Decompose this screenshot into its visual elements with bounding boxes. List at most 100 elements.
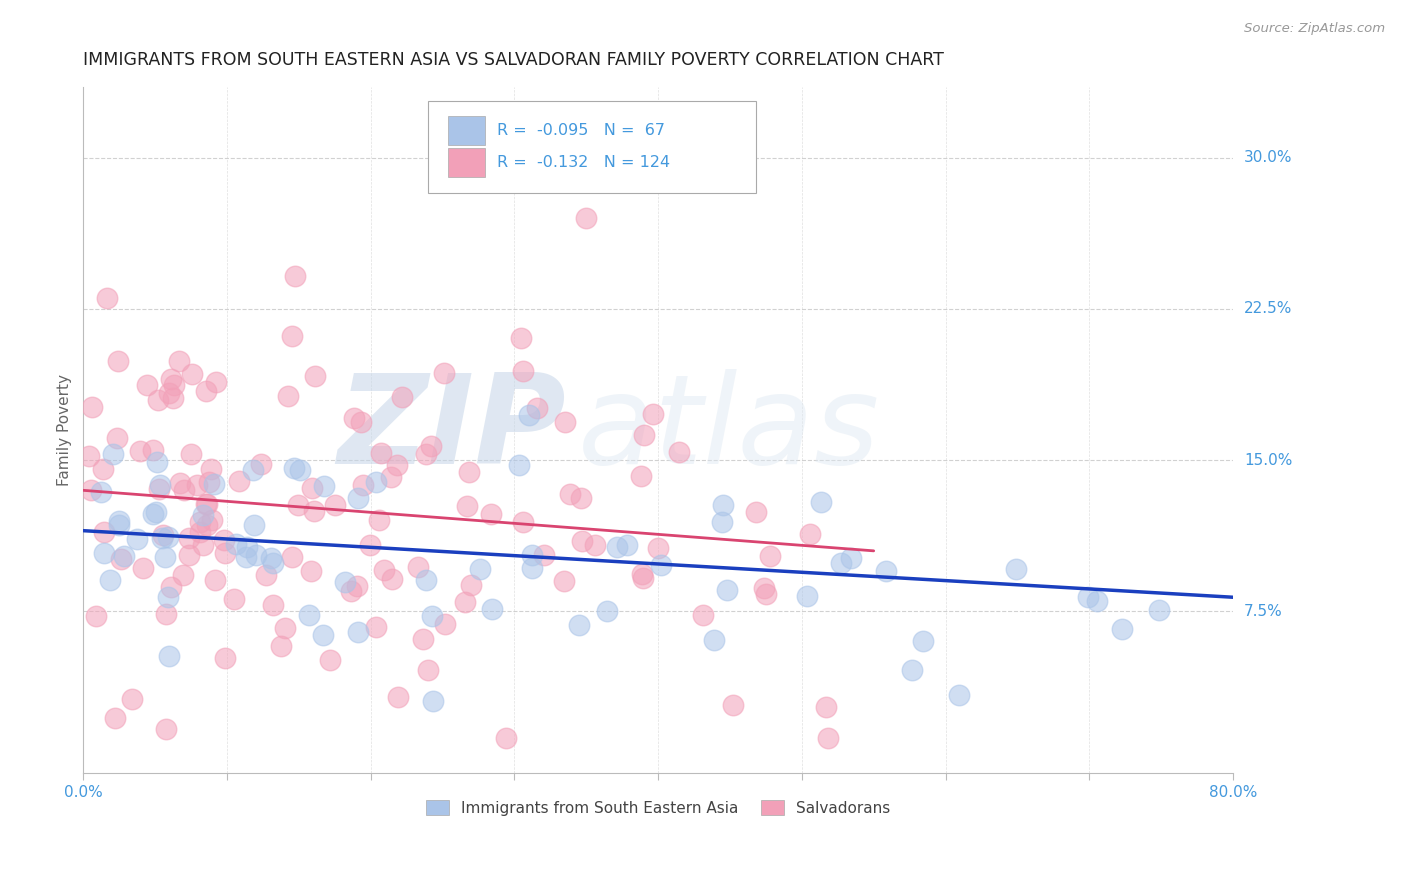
Point bbox=[228, 474, 250, 488]
Point bbox=[815, 700, 838, 714]
Point bbox=[150, 532, 173, 546]
Point bbox=[159, 372, 181, 386]
Point bbox=[456, 500, 478, 514]
Point bbox=[172, 567, 194, 582]
Point bbox=[249, 457, 271, 471]
Point bbox=[136, 378, 159, 392]
Point bbox=[80, 483, 103, 498]
Point bbox=[214, 533, 236, 548]
Point bbox=[1147, 603, 1170, 617]
Point bbox=[299, 565, 322, 579]
Text: R =  -0.132   N = 124: R = -0.132 N = 124 bbox=[498, 155, 671, 169]
Point bbox=[692, 607, 714, 622]
Point bbox=[107, 353, 129, 368]
Point bbox=[283, 461, 305, 475]
Bar bbox=[447, 148, 485, 177]
Text: Source: ZipAtlas.com: Source: ZipAtlas.com bbox=[1244, 22, 1385, 36]
Text: R =  -0.095   N =  67: R = -0.095 N = 67 bbox=[498, 122, 665, 137]
Point bbox=[301, 481, 323, 495]
Point bbox=[96, 291, 118, 305]
Point bbox=[110, 552, 132, 566]
Point bbox=[416, 663, 439, 677]
Point bbox=[381, 572, 404, 586]
Point bbox=[575, 211, 598, 225]
Point bbox=[517, 408, 540, 422]
Point bbox=[194, 384, 217, 399]
Point bbox=[560, 487, 582, 501]
Point bbox=[368, 513, 391, 527]
Point bbox=[195, 517, 218, 532]
Point bbox=[262, 598, 284, 612]
Point bbox=[796, 589, 818, 603]
Text: ZIP: ZIP bbox=[337, 369, 567, 491]
Point bbox=[839, 551, 862, 566]
Point bbox=[571, 534, 593, 549]
Text: 22.5%: 22.5% bbox=[1244, 301, 1292, 317]
Point bbox=[554, 415, 576, 429]
Point bbox=[254, 568, 277, 582]
Point bbox=[1077, 590, 1099, 604]
Point bbox=[755, 587, 778, 601]
Point bbox=[132, 561, 155, 575]
Point bbox=[875, 565, 897, 579]
Bar bbox=[447, 116, 485, 145]
Point bbox=[200, 462, 222, 476]
Point bbox=[754, 581, 776, 595]
Point bbox=[312, 479, 335, 493]
Point bbox=[84, 609, 107, 624]
Point bbox=[380, 469, 402, 483]
Point bbox=[155, 723, 177, 737]
Point bbox=[406, 559, 429, 574]
Point bbox=[596, 604, 619, 618]
Point bbox=[202, 476, 225, 491]
Point bbox=[93, 546, 115, 560]
Point bbox=[901, 663, 924, 677]
Point bbox=[479, 507, 502, 521]
Y-axis label: Family Poverty: Family Poverty bbox=[58, 374, 72, 486]
Point bbox=[569, 491, 592, 505]
Point bbox=[129, 443, 152, 458]
Point bbox=[703, 633, 725, 648]
Point bbox=[235, 550, 257, 565]
Point bbox=[470, 562, 492, 576]
Point bbox=[167, 353, 190, 368]
Point bbox=[142, 442, 165, 457]
Point bbox=[193, 538, 215, 552]
Point bbox=[149, 477, 172, 491]
Point bbox=[415, 447, 437, 461]
Point bbox=[195, 497, 218, 511]
Point bbox=[114, 549, 136, 563]
Point bbox=[142, 508, 165, 522]
Point bbox=[631, 571, 654, 585]
Point bbox=[799, 527, 821, 541]
Point bbox=[512, 515, 534, 529]
Text: 7.5%: 7.5% bbox=[1244, 604, 1282, 619]
Point bbox=[810, 494, 832, 508]
Point bbox=[373, 563, 395, 577]
Point bbox=[91, 462, 114, 476]
Point bbox=[152, 528, 174, 542]
Point bbox=[716, 583, 738, 598]
Point bbox=[912, 633, 935, 648]
Point bbox=[302, 504, 325, 518]
Point bbox=[817, 731, 839, 745]
Point bbox=[533, 548, 555, 562]
Point bbox=[108, 514, 131, 528]
Point bbox=[415, 573, 437, 587]
Point bbox=[319, 652, 342, 666]
Point bbox=[273, 621, 295, 635]
Point bbox=[711, 498, 734, 512]
Point bbox=[98, 574, 121, 588]
Point bbox=[180, 447, 202, 461]
Point bbox=[262, 557, 284, 571]
Point bbox=[387, 690, 409, 704]
Point bbox=[214, 546, 236, 560]
Point bbox=[643, 408, 665, 422]
Legend: Immigrants from South Eastern Asia, Salvadorans: Immigrants from South Eastern Asia, Salv… bbox=[418, 792, 898, 823]
Point bbox=[745, 505, 768, 519]
Point bbox=[721, 698, 744, 712]
Point bbox=[347, 624, 370, 639]
Point bbox=[412, 632, 434, 646]
Point bbox=[710, 516, 733, 530]
Point bbox=[121, 691, 143, 706]
